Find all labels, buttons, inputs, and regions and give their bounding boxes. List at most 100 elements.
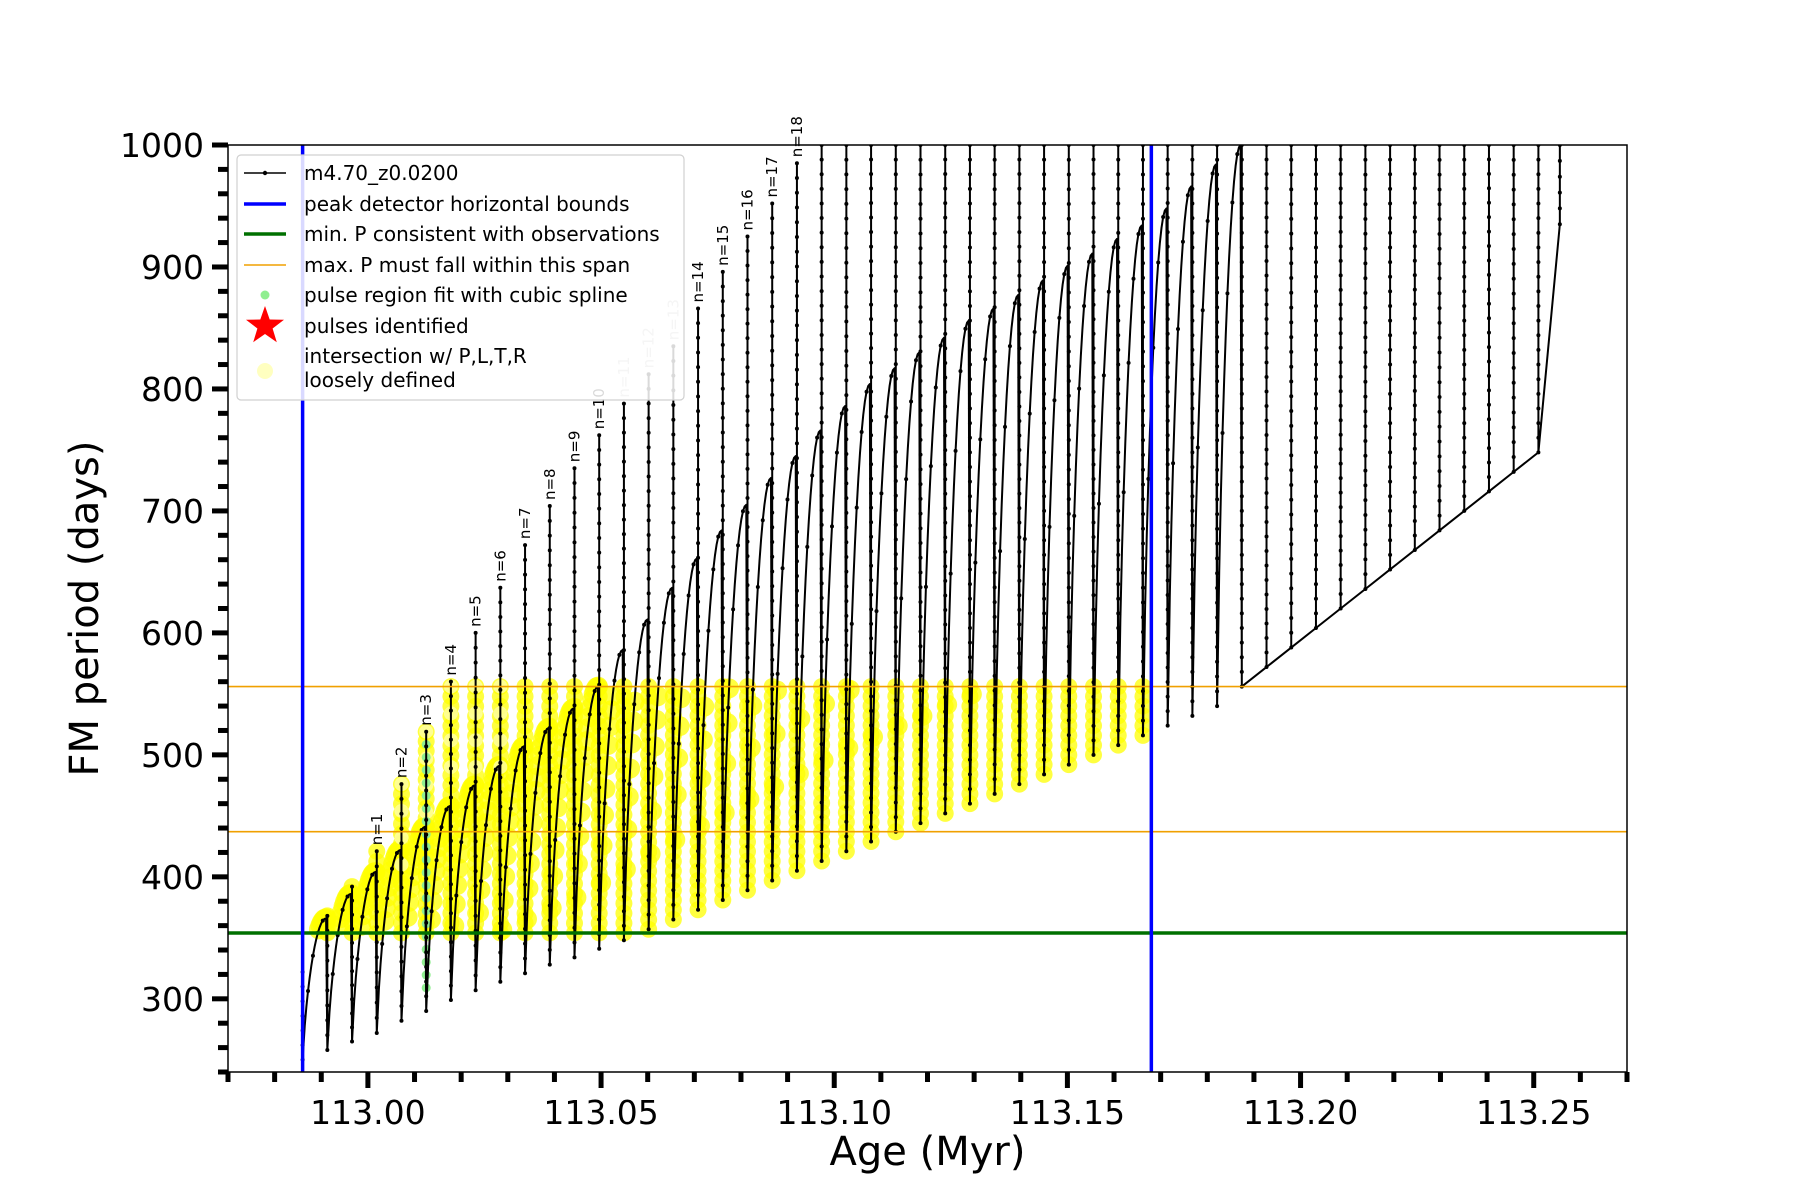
track-dot	[646, 693, 651, 698]
track-dot	[1140, 482, 1145, 487]
track-dot	[943, 419, 948, 424]
track-dot	[1091, 433, 1096, 438]
track-dot	[844, 451, 849, 456]
track-dot	[597, 580, 602, 585]
track-dot	[844, 481, 849, 486]
track-dot	[1289, 261, 1294, 266]
track-dot	[1511, 157, 1516, 162]
pulse-label: n=1	[368, 814, 386, 846]
track-dot	[1215, 645, 1220, 650]
track-dot	[1140, 157, 1145, 162]
track-dot	[473, 705, 478, 710]
track-dot	[1066, 452, 1071, 457]
track-dot	[448, 911, 453, 916]
track-dot	[740, 509, 745, 514]
track-dot	[1264, 462, 1269, 467]
track-dot	[1042, 479, 1047, 484]
track-dot	[1140, 305, 1145, 310]
track-dot	[523, 941, 528, 946]
track-dot	[1264, 650, 1269, 655]
track-dot	[893, 303, 898, 308]
track-dot	[621, 851, 626, 856]
track-dot	[572, 599, 577, 604]
track-dot	[1388, 494, 1393, 499]
track-dot	[621, 735, 626, 740]
track-dot	[1338, 389, 1343, 394]
track-dot	[794, 249, 799, 254]
track-dot	[1165, 331, 1170, 336]
track-dot	[1066, 157, 1071, 162]
track-dot	[844, 657, 849, 662]
track-dot	[473, 675, 478, 680]
track-dot	[1215, 172, 1220, 177]
track-dot	[498, 658, 503, 663]
track-dot	[720, 649, 725, 654]
track-dot	[1363, 394, 1368, 399]
track-dot	[473, 809, 478, 814]
track-dot	[547, 622, 552, 627]
track-dot	[819, 785, 824, 790]
track-dot	[770, 613, 775, 618]
track-dot	[1091, 273, 1096, 278]
track-dot	[1437, 409, 1442, 414]
track-dot	[1215, 408, 1220, 413]
track-dot	[1239, 406, 1244, 411]
track-dot	[720, 386, 725, 391]
track-dot	[1486, 244, 1491, 249]
track-dot	[572, 747, 577, 752]
track-dot	[1511, 425, 1516, 430]
track-dot	[448, 882, 453, 887]
track-dot	[1338, 360, 1343, 365]
track-dot	[918, 644, 923, 649]
track-dot	[1536, 186, 1541, 191]
track-dot	[720, 854, 725, 859]
track-dot	[943, 622, 948, 627]
track-dot	[794, 868, 799, 873]
track-dot	[1091, 738, 1096, 743]
track-dot	[621, 474, 626, 479]
track-dot	[1264, 215, 1269, 220]
track-dot	[1017, 418, 1022, 423]
track-dot	[1116, 406, 1121, 411]
track-dot	[943, 695, 948, 700]
x-tick-label: 113.05	[543, 1093, 658, 1132]
track-dot	[1017, 709, 1022, 714]
track-dot	[864, 389, 869, 394]
track-dot	[572, 718, 577, 723]
track-dot	[671, 417, 676, 422]
track-dot	[716, 534, 721, 539]
track-dot	[671, 888, 676, 893]
track-dot	[1190, 406, 1195, 411]
track-dot	[1462, 230, 1467, 235]
track-dot	[621, 445, 626, 450]
track-dot	[844, 407, 849, 412]
track-dot	[1215, 187, 1220, 192]
track-dot	[967, 596, 972, 601]
track-dot	[720, 284, 725, 289]
track-dot	[988, 314, 993, 319]
track-dot	[1116, 201, 1121, 206]
track-dot	[785, 497, 790, 502]
track-dot	[1066, 600, 1071, 605]
track-dot	[1289, 320, 1294, 325]
track-dot	[1388, 508, 1393, 513]
track-dot	[621, 677, 626, 682]
track-dot	[770, 834, 775, 839]
track-dot	[473, 839, 478, 844]
track-dot	[967, 450, 972, 455]
track-dot	[1412, 244, 1417, 249]
track-dot	[1066, 379, 1071, 384]
track-dot	[1042, 333, 1047, 338]
track-dot	[967, 567, 972, 572]
track-dot	[755, 584, 760, 589]
track-dot	[745, 394, 750, 399]
track-dot	[567, 710, 572, 715]
track-dot	[473, 913, 478, 918]
track-dot	[1363, 276, 1368, 281]
track-dot	[1313, 377, 1318, 382]
track-dot	[1066, 187, 1071, 192]
track-dot	[819, 435, 824, 440]
track-dot	[1289, 290, 1294, 295]
track-dot	[1437, 350, 1442, 355]
